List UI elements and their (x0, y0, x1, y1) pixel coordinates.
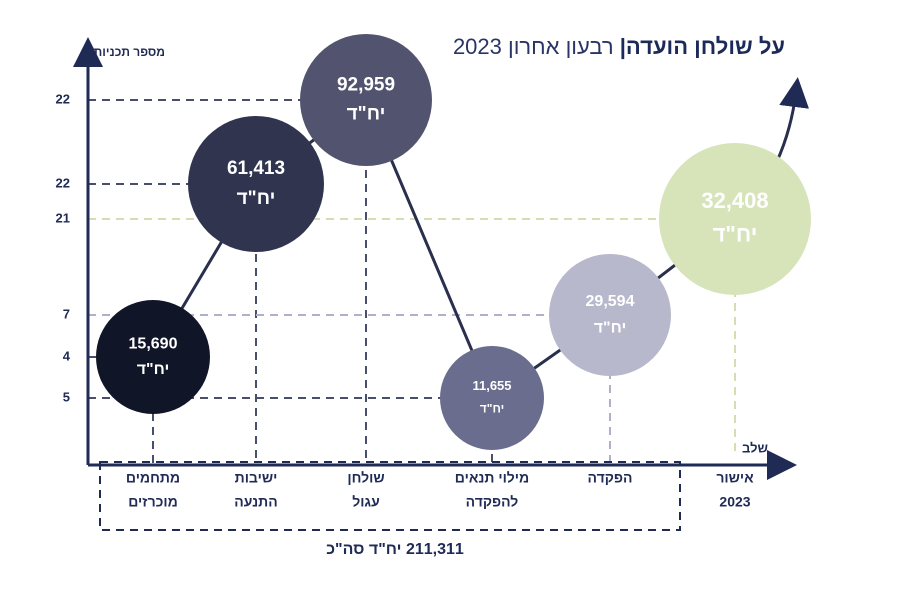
x-tick-label: התנעה (234, 494, 277, 510)
bubble-value: 29,594 (586, 293, 635, 310)
x-tick-label: להפקדה (466, 494, 519, 510)
title: על שולחן הועדה| רבעון אחרון 2023 (453, 34, 785, 60)
bubble-value: 11,655 (472, 378, 511, 393)
bubble (96, 300, 210, 414)
y-tick-label: 22 (56, 175, 70, 190)
x-tick-label: אישור (716, 470, 754, 486)
x-axis-label: שלב (742, 440, 768, 455)
x-tick-label: מתחמים (126, 470, 180, 486)
bubble-unit: יח"ד (480, 402, 504, 416)
total-bracket (99, 461, 681, 531)
x-tick-label: עגול (352, 494, 380, 510)
y-tick-label: 4 (63, 348, 71, 363)
bubble-value: 61,413 (227, 158, 285, 179)
x-tick-label: שולחן (347, 470, 384, 486)
x-tick-label: מילוי תנאים (455, 470, 529, 486)
bubble-value: 32,408 (701, 188, 768, 213)
bubble-unit: יח"ד (137, 361, 170, 378)
x-tick-label: הפקדה (588, 470, 633, 486)
bubble-unit: יח"ד (237, 188, 276, 209)
bubble-unit: יח"ד (347, 104, 386, 125)
title-light: רבעון אחרון 2023 (452, 34, 614, 59)
bubble (188, 116, 324, 252)
y-tick-label: 21 (56, 210, 70, 225)
bubble-unit: יח"ד (713, 222, 758, 247)
y-tick-label: 5 (63, 389, 70, 404)
title-bold: על שולחן הועדה| (619, 34, 785, 59)
x-tick-label: ישיבות (235, 470, 278, 486)
bubble (440, 346, 544, 450)
total-label: 211,311 יח"ד סה"כ (326, 541, 464, 558)
bubble-value: 15,690 (129, 336, 178, 353)
x-tick-label: 2023 (719, 494, 750, 510)
y-axis-label: מספר תכניות (94, 45, 165, 59)
bubble (300, 34, 432, 166)
bubble-value: 92,959 (337, 74, 395, 95)
y-tick-label: 7 (63, 306, 70, 321)
x-tick-label: מוכרזים (128, 494, 178, 510)
bubble-unit: יח"ד (594, 320, 627, 337)
bubble (549, 254, 671, 376)
y-tick-label: 22 (56, 91, 70, 106)
bubble (659, 143, 811, 295)
